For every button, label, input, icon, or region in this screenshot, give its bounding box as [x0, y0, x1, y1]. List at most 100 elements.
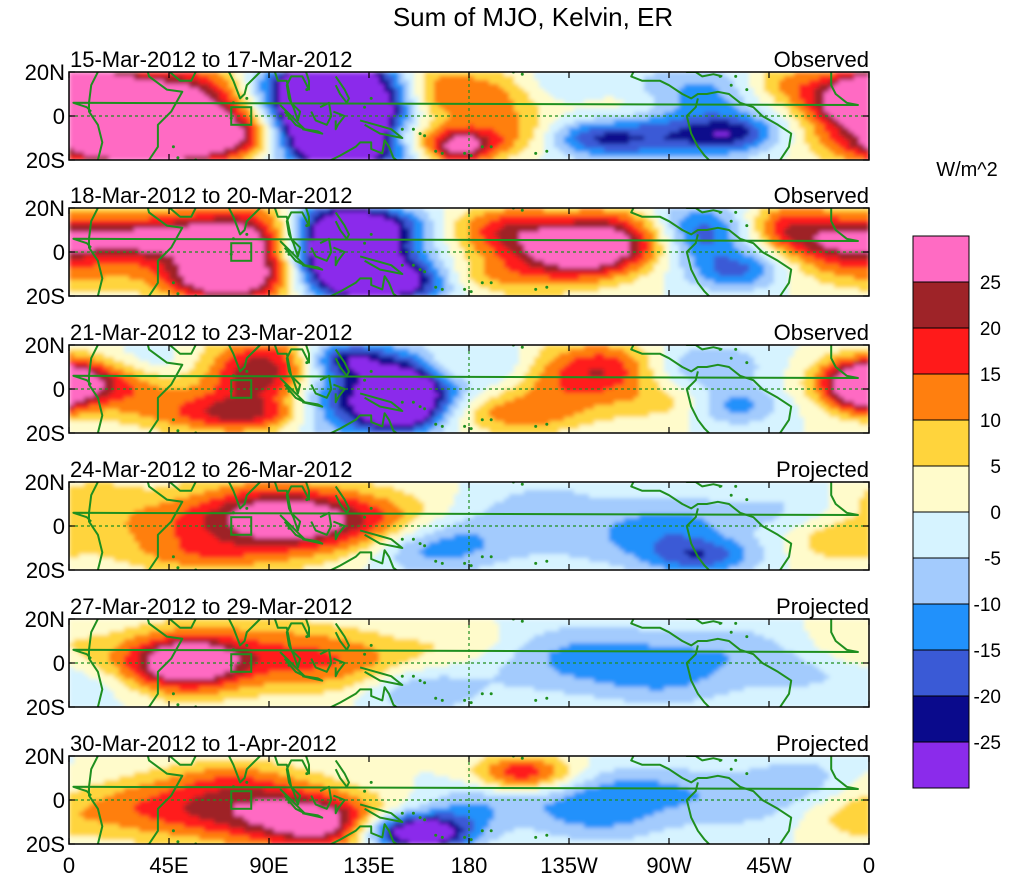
contour-cell [814, 116, 820, 121]
contour-cell [184, 148, 190, 153]
contour-cell [184, 88, 190, 93]
contour-cell [384, 72, 390, 77]
contour-cell [489, 100, 495, 105]
contour-cell [559, 96, 565, 101]
contour-cell [194, 76, 200, 81]
contour-cell [734, 104, 740, 109]
contour-cell [684, 76, 690, 81]
contour-cell [739, 208, 745, 213]
contour-cell [679, 212, 685, 217]
contour-cell [519, 104, 525, 109]
contour-cell [189, 224, 195, 229]
contour-cell [449, 152, 455, 157]
contour-cell [454, 72, 460, 77]
contour-cell [539, 112, 545, 117]
contour-cell [409, 140, 415, 145]
contour-cell [639, 132, 645, 137]
contour-cell [359, 96, 365, 101]
contour-cell [864, 212, 869, 217]
contour-cell [674, 216, 680, 221]
contour-cell [764, 220, 770, 225]
contour-cell [564, 72, 570, 77]
contour-cell [594, 144, 600, 149]
contour-cell [159, 148, 165, 153]
contour-cell [854, 228, 860, 233]
contour-cell [599, 92, 605, 97]
contour-cell [84, 148, 90, 153]
contour-cell [209, 72, 215, 77]
contour-cell [379, 120, 385, 125]
contour-cell [254, 128, 260, 133]
contour-cell [269, 116, 275, 121]
contour-cell [809, 136, 815, 141]
contour-cell [459, 224, 465, 229]
contour-cell [464, 236, 470, 241]
contour-cell [719, 84, 725, 89]
contour-cell [629, 92, 635, 97]
contour-cell [364, 144, 370, 149]
contour-cell [714, 96, 720, 101]
contour-cell [739, 140, 745, 145]
contour-cell [109, 212, 115, 217]
contour-cell [514, 240, 520, 245]
contour-cell [669, 120, 675, 125]
contour-cell [729, 208, 735, 213]
contour-cell [779, 212, 785, 217]
contour-cell [639, 84, 645, 89]
contour-cell [69, 92, 75, 97]
contour-cell [409, 72, 415, 77]
contour-cell [804, 232, 810, 237]
contour-cell [779, 76, 785, 81]
contour-cell [654, 224, 660, 229]
contour-cell [714, 232, 720, 237]
contour-cell [669, 76, 675, 81]
contour-cell [129, 96, 135, 101]
contour-cell [409, 88, 415, 93]
contour-cell [424, 156, 430, 160]
contour-cell [189, 108, 195, 113]
contour-cell [694, 152, 700, 157]
contour-cell [564, 152, 570, 157]
contour-cell [274, 112, 280, 117]
contour-cell [144, 124, 150, 129]
contour-cell [169, 216, 175, 221]
contour-cell [559, 108, 565, 113]
contour-cell [154, 140, 160, 145]
contour-cell [489, 156, 495, 160]
contour-cell [829, 124, 835, 129]
contour-cell [419, 72, 425, 77]
contour-cell [614, 104, 620, 109]
contour-cell [744, 136, 750, 141]
contour-cell [654, 212, 660, 217]
contour-cell [499, 132, 505, 137]
contour-cell [74, 112, 80, 117]
contour-cell [534, 116, 540, 121]
contour-cell [99, 212, 105, 217]
contour-cell [84, 212, 90, 217]
contour-cell [554, 148, 560, 153]
contour-cell [709, 120, 715, 125]
contour-cell [104, 124, 110, 129]
contour-cell [644, 128, 650, 133]
contour-cell [569, 84, 575, 89]
contour-cell [379, 240, 385, 245]
contour-cell [409, 212, 415, 217]
contour-cell [554, 144, 560, 149]
contour-cell [529, 208, 535, 213]
contour-cell [159, 88, 165, 93]
contour-cell [654, 132, 660, 137]
contour-cell [134, 220, 140, 225]
contour-cell [629, 112, 635, 117]
contour-cell [349, 136, 355, 141]
contour-cell [424, 148, 430, 153]
contour-cell [689, 112, 695, 117]
contour-cell [389, 112, 395, 117]
contour-cell [654, 144, 660, 149]
contour-cell [454, 144, 460, 149]
contour-cell [844, 140, 850, 145]
contour-cell [749, 128, 755, 133]
contour-cell [664, 96, 670, 101]
contour-cell [529, 120, 535, 125]
contour-cell [394, 148, 400, 153]
contour-cell [524, 140, 530, 145]
